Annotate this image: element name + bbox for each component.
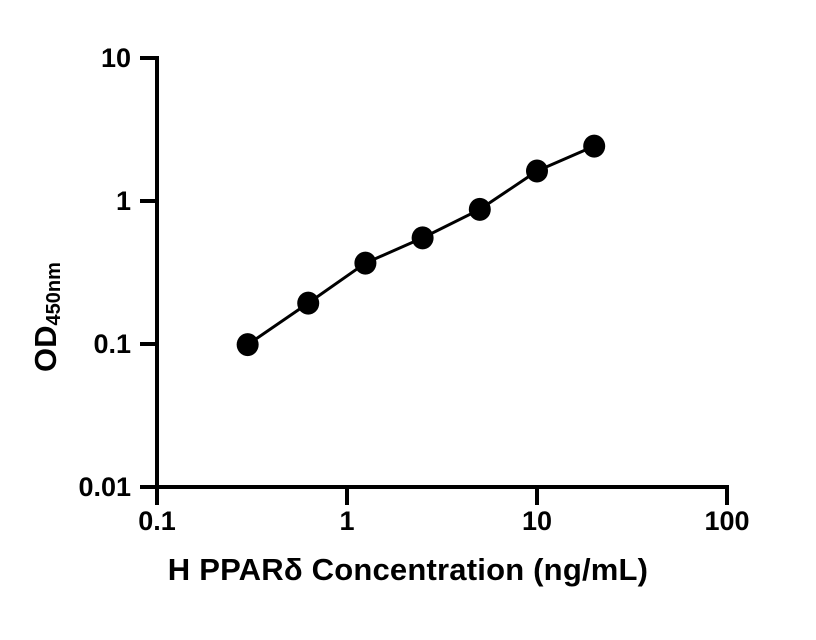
x-axis-ticks bbox=[155, 487, 729, 505]
y-tick-label-0-01: 0.01 bbox=[78, 472, 131, 502]
x-tick-label-1: 1 bbox=[339, 506, 354, 536]
x-axis-title: H PPARδ Concentration (ng/mL) bbox=[167, 552, 649, 587]
x-tick-label-0-1: 0.1 bbox=[138, 506, 176, 536]
standard-curve-markers bbox=[236, 134, 606, 357]
data-point bbox=[354, 251, 377, 275]
data-point bbox=[468, 197, 491, 221]
data-point bbox=[236, 333, 259, 357]
y-axis-title-main: OD bbox=[28, 325, 63, 373]
y-axis-title-subscript: 450nm bbox=[43, 262, 65, 326]
y-tick-label-10: 10 bbox=[101, 43, 131, 73]
y-axis-title: OD450nm bbox=[28, 72, 74, 372]
y-tick-label-1: 1 bbox=[116, 186, 131, 216]
x-tick-label-100: 100 bbox=[704, 506, 749, 536]
y-axis-ticks bbox=[140, 56, 157, 489]
data-point bbox=[411, 226, 434, 250]
y-tick-label-0-1: 0.1 bbox=[93, 329, 131, 359]
data-point bbox=[297, 291, 320, 315]
data-point bbox=[583, 134, 606, 158]
data-point bbox=[526, 159, 548, 183]
x-tick-label-10: 10 bbox=[522, 506, 552, 536]
